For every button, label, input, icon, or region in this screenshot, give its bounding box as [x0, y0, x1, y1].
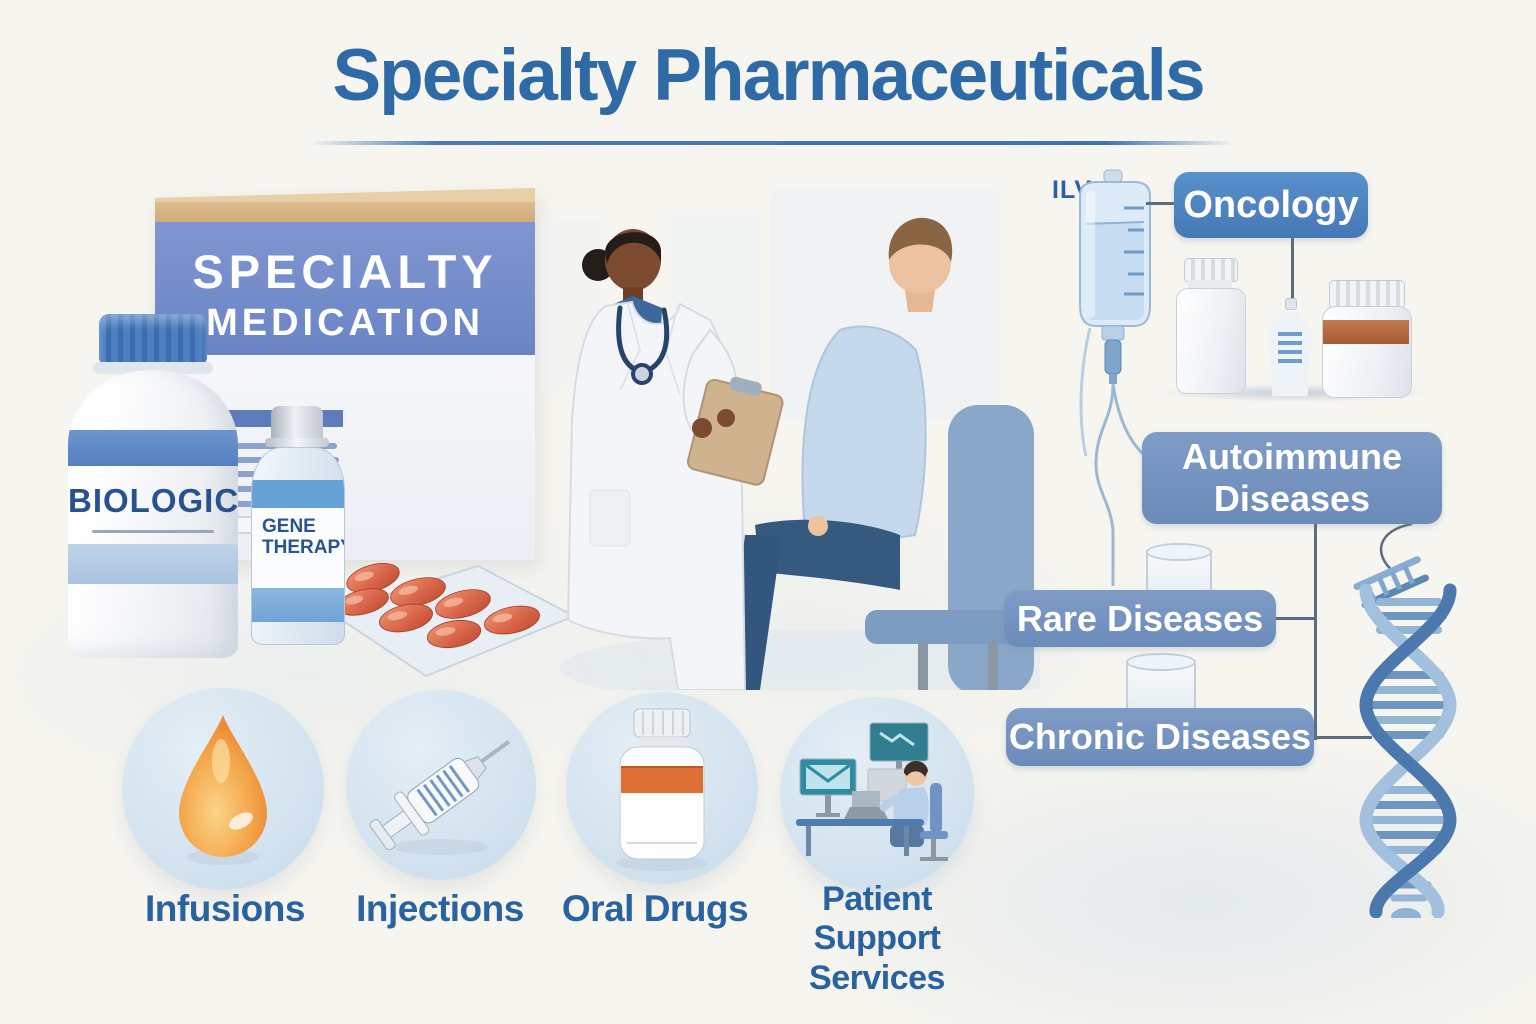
vial-body: GENE THERAPY — [251, 447, 345, 645]
pill-blister-icon — [328, 563, 576, 678]
service-label-infusions: Infusions — [145, 888, 305, 929]
biologics-bottle: BIOLOGICS — [68, 306, 238, 658]
pill-bottle-icon — [616, 708, 708, 871]
bottle-label-divider — [92, 530, 214, 533]
category-box-chronic: Chronic Diseases — [1006, 708, 1314, 766]
iv-bag-icon — [1079, 169, 1165, 586]
bottle-cap — [99, 314, 207, 364]
bottle-blue-band — [68, 430, 238, 466]
service-card-infusions — [122, 688, 324, 890]
connector-oncology-down — [1291, 238, 1294, 308]
carton-flap — [155, 202, 535, 224]
service-card-patient-support — [780, 697, 974, 891]
vial-cap-lip — [265, 438, 329, 447]
capsules — [337, 563, 540, 649]
service-label-injections: Injections — [356, 888, 524, 929]
consultation-scene — [540, 190, 1040, 690]
category-box-rare: Rare Diseases — [1004, 590, 1276, 647]
service-card-injections — [346, 690, 536, 880]
white-jar-icon — [1176, 258, 1246, 394]
amber-jar-icon — [1322, 280, 1412, 398]
vial-cap — [271, 406, 323, 440]
connector-iv-oncology — [1146, 202, 1174, 205]
service-card-oral-drugs — [566, 692, 758, 884]
amber-band — [1323, 320, 1409, 344]
support-desk-icon — [796, 722, 948, 861]
biologics-label: BIOLOGICS — [68, 482, 238, 519]
vial-band-bottom — [252, 588, 344, 622]
chair-seat — [865, 610, 1030, 644]
carton-title-line1: SPECIALTY — [192, 245, 498, 298]
syringe-icon — [369, 740, 511, 855]
bottle-cap-base — [93, 362, 213, 374]
stethoscope-icon — [616, 305, 639, 373]
vial-band-top — [252, 480, 344, 508]
service-label-oral-drugs: Oral Drugs — [561, 888, 749, 929]
droplet-icon — [179, 715, 267, 865]
category-box-autoimmune: Autoimmune Diseases — [1142, 432, 1442, 524]
patient-figure — [725, 217, 953, 690]
category-box-oncology: Oncology — [1174, 172, 1368, 238]
page-title: Specialty Pharmaceuticals — [332, 35, 1205, 116]
squeeze-tube-icon — [1268, 298, 1312, 396]
connector-autoimmune-dna — [1379, 522, 1413, 573]
doctor-figure — [566, 229, 784, 690]
gene-therapy-vial: GENE THERAPY — [250, 404, 345, 645]
bottle-lower-band — [68, 544, 238, 584]
connector-rare-branch — [1276, 617, 1316, 620]
title-underline — [308, 141, 1234, 145]
connector-chronic-dna — [1312, 736, 1372, 739]
bottle-body: BIOLOGICS — [68, 370, 238, 658]
service-label-patient-support: Patient Support Services — [809, 880, 945, 997]
carton-title-band: SPECIALTY MEDICATION — [155, 222, 535, 355]
clear-jar-icon — [1126, 653, 1196, 714]
gene-therapy-label: GENE THERAPY — [252, 508, 344, 588]
carton-title-line2: MEDICATION — [206, 302, 484, 344]
dna-helix-icon — [1353, 556, 1457, 918]
connector-autoimmune-down — [1314, 524, 1317, 740]
